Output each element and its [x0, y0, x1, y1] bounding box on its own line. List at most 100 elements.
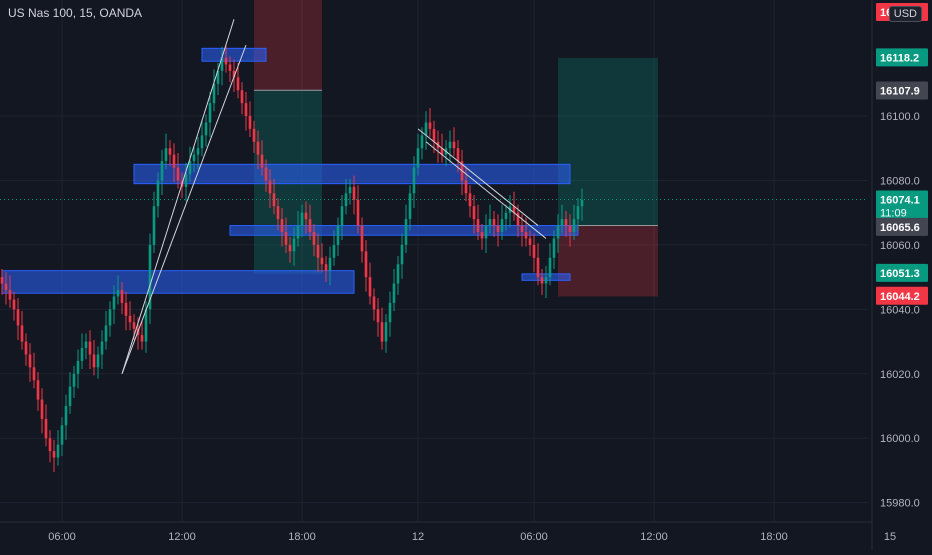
price-label: 16074.111:09	[876, 190, 928, 221]
price-label-text: 16074.1	[880, 194, 920, 206]
candle-body	[196, 148, 200, 155]
price-label-bg	[876, 48, 928, 67]
candle-body	[564, 219, 568, 226]
price-label-text: 16051.3	[880, 268, 920, 280]
position-1-risk[interactable]	[254, 0, 322, 91]
candle-body	[272, 193, 276, 207]
candle-body	[528, 238, 532, 245]
positions[interactable]	[254, 0, 658, 297]
x-tick-label: 06:00	[520, 531, 548, 543]
candle-body	[468, 193, 472, 207]
candle-body	[452, 141, 456, 149]
candle-body	[524, 232, 528, 239]
candle-body	[332, 244, 336, 258]
y-tick-label: 16060.0	[880, 240, 920, 252]
position-2-risk[interactable]	[558, 225, 658, 297]
candle-body	[120, 290, 124, 303]
candle-body	[280, 219, 284, 232]
candle-body	[496, 225, 500, 232]
candle-body	[348, 186, 352, 194]
price-label-text: 16107.9	[880, 86, 920, 98]
candle-body	[148, 244, 152, 310]
candle-body	[424, 122, 428, 136]
candle-body	[96, 354, 100, 368]
candle-body	[116, 290, 120, 297]
candle-body	[216, 70, 220, 84]
position-2-target[interactable]	[558, 58, 658, 226]
candle-body	[568, 225, 572, 232]
candle-body	[440, 148, 444, 155]
candle-body	[488, 219, 492, 226]
candle-body	[232, 70, 236, 78]
candle-body	[128, 315, 132, 323]
candle-body	[228, 64, 232, 71]
x-tick-label: 18:00	[760, 531, 788, 543]
candle-body	[248, 116, 252, 129]
price-countdown: 11:09	[880, 207, 907, 219]
candle-body	[184, 174, 188, 187]
price-label-text: 16044.2	[880, 291, 920, 303]
y-tick-label: 15980.0	[880, 498, 920, 510]
candle-body	[352, 186, 356, 200]
candle-body	[404, 219, 408, 245]
currency-button[interactable]: USD	[888, 6, 922, 22]
candle-body	[396, 264, 400, 284]
candle-body	[276, 206, 280, 220]
price-label-bg	[876, 81, 928, 100]
candle-body	[304, 212, 308, 220]
candle-body	[420, 135, 424, 149]
candle-body	[536, 257, 540, 278]
candle-body	[140, 335, 144, 342]
candle-body	[532, 244, 536, 258]
candle-body	[356, 199, 360, 226]
price-label-text: 16118.2	[880, 52, 919, 64]
candle-body	[376, 309, 380, 323]
candle-body	[456, 148, 460, 162]
candle-body	[76, 360, 80, 374]
candle-body	[580, 199, 584, 207]
candle-body	[344, 193, 348, 207]
candle-body	[188, 161, 192, 174]
candle-body	[388, 302, 392, 323]
price-label: 16044.2	[876, 286, 928, 305]
candle-body	[380, 322, 384, 342]
candle-body	[312, 232, 316, 245]
y-tick-label: 16020.0	[880, 369, 920, 381]
supply-zone-top[interactable]	[201, 47, 267, 62]
candle-body	[484, 225, 488, 239]
trend-line-up-2	[121, 44, 247, 374]
time-axis[interactable]: 06:00 12:00 18:00 12 06:00 12:00 18:00 15	[0, 521, 896, 543]
x-tick-label: 06:00	[48, 531, 76, 543]
zone-16048[interactable]	[1, 270, 355, 294]
trend-line-down-1	[417, 128, 539, 226]
candle-body	[296, 225, 300, 239]
candle-body	[288, 244, 292, 252]
candle-body	[72, 373, 76, 387]
candle-body	[284, 232, 288, 245]
candle-body	[384, 322, 388, 342]
price-label-bg	[876, 217, 928, 236]
candle-body	[60, 425, 64, 445]
candle-body	[160, 161, 164, 181]
candle-body	[300, 212, 304, 226]
x-tick-label: 12	[412, 531, 424, 543]
candle-body	[576, 206, 580, 220]
x-tick-label: 12:00	[168, 531, 196, 543]
candle-body	[520, 225, 524, 232]
candle-body	[204, 122, 208, 136]
candle-body	[428, 122, 432, 129]
candle-body	[480, 232, 484, 239]
price-label-bg	[876, 263, 928, 282]
candle-body	[368, 277, 372, 297]
candle-body	[240, 90, 244, 104]
candle-body	[124, 302, 128, 316]
candle-body	[560, 219, 564, 226]
candle-body	[552, 238, 556, 258]
candle-body	[432, 128, 436, 142]
y-tick-label: 16080.0	[880, 175, 920, 187]
price-label: 16118.2	[876, 48, 928, 67]
x-tick-label: 15	[884, 531, 896, 543]
candle-body	[100, 341, 104, 355]
